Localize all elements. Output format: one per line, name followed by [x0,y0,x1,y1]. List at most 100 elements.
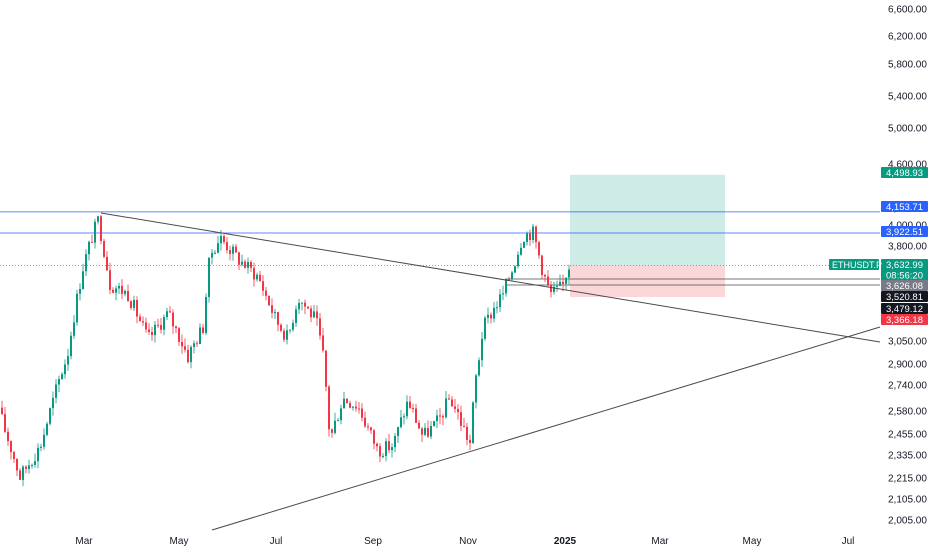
candle-body [568,269,570,278]
candle-body [250,262,252,268]
y-tick-label: 6,200.00 [888,32,927,43]
candle-body [508,279,510,281]
candle-body [490,314,492,319]
candle-body [475,375,477,403]
y-tick-label: 2,335.00 [888,451,927,462]
x-tick-label: Mar [651,536,669,547]
price-label-text: 4,153.71 [886,202,923,213]
price-label-tp: 4,498.93 [881,167,928,179]
candle-body [262,281,264,291]
candle-body [1,407,3,415]
candle-body [415,408,417,423]
candle-body [31,464,33,466]
candle-body [346,398,348,403]
candle-body [265,290,267,296]
time-axis[interactable]: Mar May Jul Sep Nov 2025 Mar May Jul [75,536,854,547]
candle-body [103,240,105,257]
candle-body [442,415,444,418]
candle-body [148,329,150,332]
candle-body [493,307,495,319]
price-label-sl: 3,366.18 [881,314,928,326]
candle-body [517,254,519,267]
candle-body [439,415,441,417]
candle-body [46,423,48,435]
candle-body [259,274,261,282]
candle-body [388,441,390,451]
candle-body [316,311,318,319]
candle-body [364,417,366,427]
candle-body [376,443,378,447]
price-axis[interactable]: 6,600.00 6,200.00 5,800.00 5,400.00 5,000.00… [888,5,927,527]
candle-body [352,406,354,408]
candle-body [85,254,87,272]
candle-body [532,226,534,240]
candle-body [379,446,381,457]
ascending-trendline [211,326,881,531]
candle-body [328,386,330,430]
candle-body [139,316,141,322]
candle-body [211,252,213,258]
candle-body [94,221,96,243]
price-label-text: 3,366.18 [886,315,923,326]
candle-body [343,398,345,409]
candle-body [526,233,528,242]
trendlines [100,212,881,531]
candle-body [190,347,192,363]
candle-body [76,293,78,323]
descending-trendline [100,212,881,343]
candle-body [67,356,69,365]
countdown-text: 08:56:20 [886,271,923,282]
x-tick-label: May [170,536,189,547]
y-tick-label: 2,580.00 [888,407,927,418]
candle-body [424,427,426,435]
profit-zone [570,174,725,266]
candle-body [292,322,294,330]
candle-body [244,261,246,268]
candle-body [70,335,72,357]
candle-body [7,431,9,442]
candle-body [484,317,486,339]
candle-body [523,241,525,248]
candle-body [373,430,375,444]
candle-body [469,439,471,444]
candle-body [253,267,255,280]
candle-body [547,276,549,286]
candle-body [34,461,36,465]
candle-body [43,434,45,447]
y-tick-label: 5,400.00 [888,92,927,103]
candle-body [82,271,84,289]
candle-body [331,429,333,433]
candle-body [226,242,228,251]
candle-body [499,294,501,308]
candle-body [115,288,117,293]
candle-body [121,285,123,294]
candle-body [256,274,258,280]
candle-body [556,285,558,287]
candle-body [355,406,357,409]
symbol-label-text: ETHUSDT.P [832,260,882,270]
candle-body [208,257,210,298]
candle-body [457,408,459,413]
price-label-text: 4,498.93 [886,168,923,179]
y-tick-label: 2,740.00 [888,381,927,392]
candle-body [271,305,273,313]
candle-body [28,465,30,469]
candle-body [223,236,225,243]
candle-body [274,312,276,314]
candle-body [400,417,402,428]
candle-body [544,274,546,277]
candle-body [232,246,234,254]
loss-zone [570,265,725,297]
candle-body [412,407,414,409]
y-tick-label: 3,050.00 [888,337,927,348]
candle-body [22,466,24,480]
candle-body [4,414,6,432]
candle-body [220,236,222,244]
candle-body [349,402,351,408]
candle-body [505,279,507,294]
y-tick-label: 2,900.00 [888,360,927,371]
candle-body [472,402,474,444]
candle-body [406,401,408,417]
